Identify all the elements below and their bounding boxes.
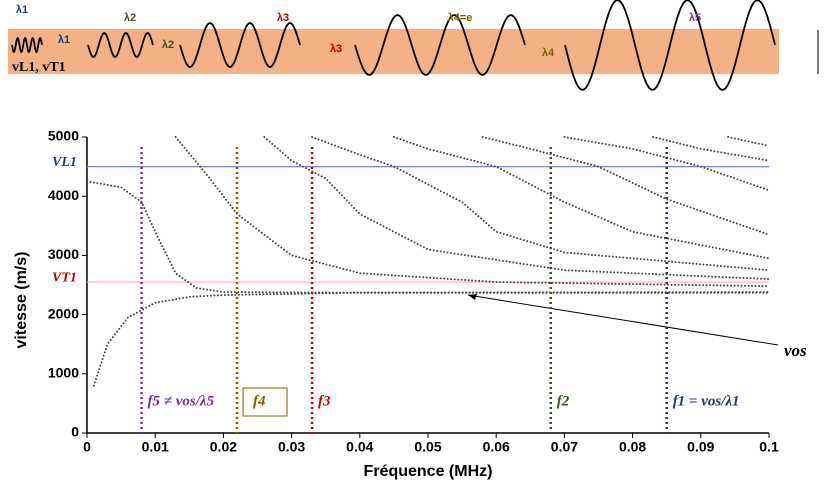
- y-tick-label: 5000: [48, 128, 79, 144]
- wavelength-label: λ1: [58, 34, 70, 46]
- y-tick-label: 2000: [48, 305, 79, 321]
- x-tick-label: 0.01: [142, 439, 169, 455]
- y-axis-title: vitesse (m/s): [13, 252, 30, 349]
- frequency-label: f3: [318, 393, 331, 409]
- dispersion-curve: [727, 136, 770, 147]
- dispersion-curve: [652, 136, 770, 162]
- wave: [564, 0, 776, 91]
- y-tick-label: 4000: [48, 187, 79, 203]
- wave: [354, 14, 526, 76]
- x-tick-label: 0.07: [551, 439, 578, 455]
- reference-label: VL1: [52, 155, 77, 170]
- arrow-head: [468, 294, 477, 300]
- x-tick-label: 0.03: [278, 439, 305, 455]
- wavelength-label: λ2: [124, 12, 136, 24]
- dispersion-curve: [263, 136, 770, 281]
- wave: [179, 22, 301, 68]
- reference-label: VT1: [52, 270, 77, 285]
- medium-band: [8, 29, 779, 74]
- wave: [87, 32, 154, 58]
- wavelength-label: λ5: [689, 12, 701, 24]
- waves: [11, 0, 776, 91]
- wavelength-label: λ4=e: [448, 12, 473, 24]
- x-tick-label: 0: [83, 439, 91, 455]
- frequency-label: f4: [253, 393, 266, 409]
- wavelength-label: λ4: [542, 47, 555, 59]
- y-tick-label: 1000: [48, 365, 79, 381]
- wavelength-label: λ3: [277, 12, 289, 24]
- dispersion-curve: [481, 136, 770, 236]
- dispersion-curve: [311, 136, 770, 272]
- x-tick-label: 0.06: [483, 439, 510, 455]
- frequency-label: f1 = vos/λ1: [673, 393, 740, 409]
- x-tick-label: 0.02: [210, 439, 237, 455]
- wavelength-label: λ2: [162, 39, 174, 51]
- wavelength-label: λ1: [16, 4, 28, 16]
- y-tick-label: 0: [71, 424, 79, 440]
- x-tick-label: 0.04: [346, 439, 373, 455]
- frequency-label: f2: [557, 393, 570, 409]
- x-axis-title: Fréquence (MHz): [364, 463, 493, 480]
- medium-label: vL1, vT1: [12, 60, 66, 75]
- x-tick-label: 0.09: [687, 439, 714, 455]
- label-box: [242, 387, 288, 417]
- x-tick-label: 0.05: [414, 439, 441, 455]
- annotation-arrow: [467, 294, 779, 346]
- annotation: vos: [784, 341, 807, 360]
- wave: [11, 36, 43, 54]
- frequency-label: f5 ≠ vos/λ5: [148, 393, 215, 409]
- x-tick-label: 0.08: [619, 439, 646, 455]
- dispersion-curve: [392, 136, 770, 260]
- wavelength-label: λ3: [330, 43, 342, 55]
- dispersion-curve: [174, 136, 770, 288]
- x-tick-label: 0.1: [759, 439, 779, 455]
- y-tick-label: 3000: [48, 246, 79, 262]
